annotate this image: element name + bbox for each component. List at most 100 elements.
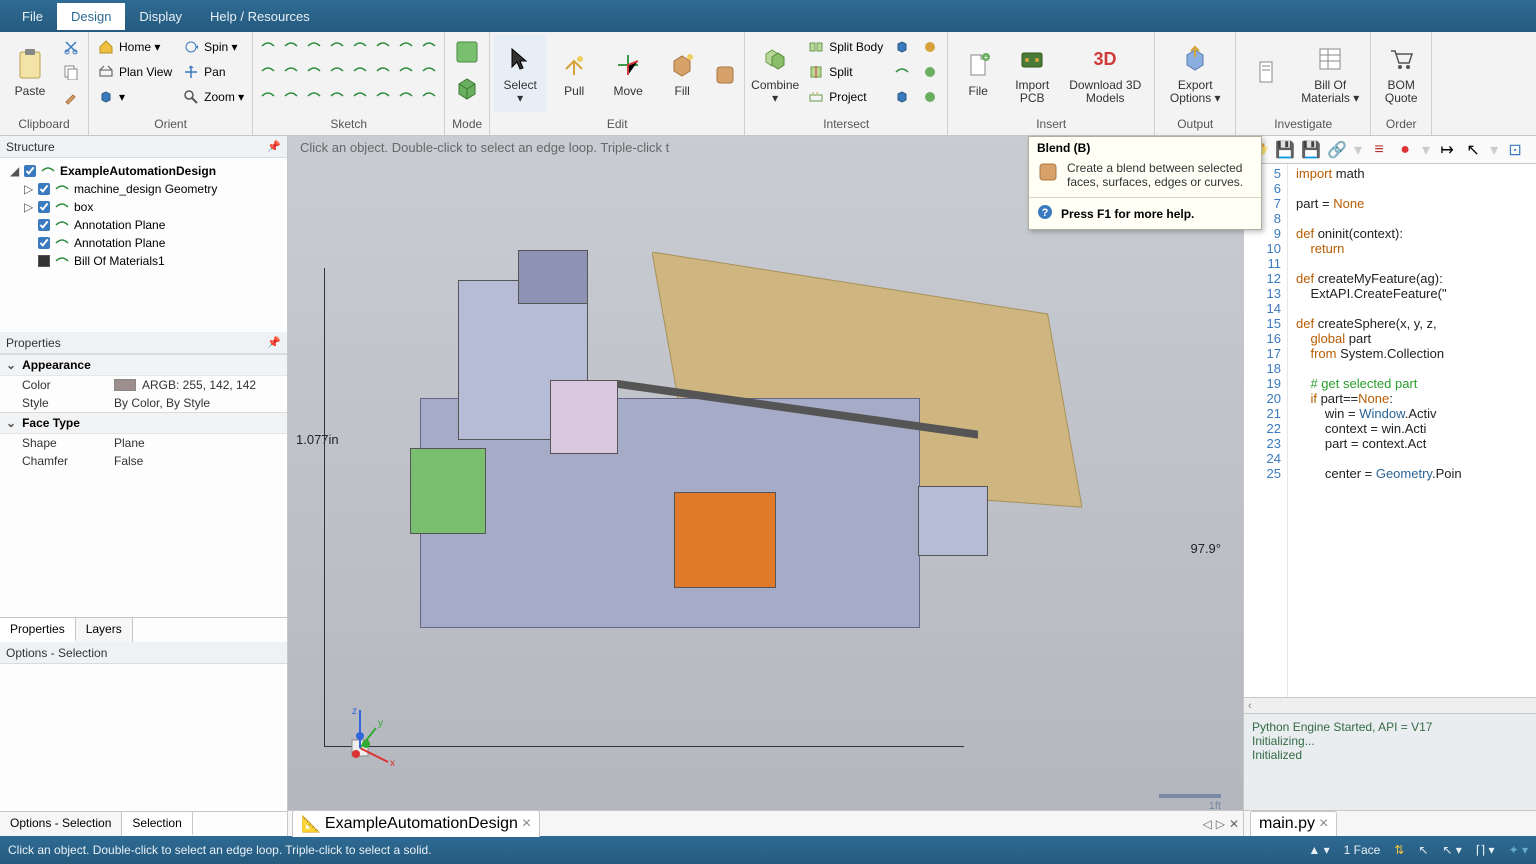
cut-icon[interactable] <box>58 34 84 59</box>
mode-cube-icon[interactable] <box>449 70 485 106</box>
sketch-tool-3[interactable] <box>326 34 348 58</box>
pull-button[interactable]: Pull <box>548 34 600 112</box>
import-pcb-button[interactable]: ImportPCB <box>1006 34 1058 112</box>
document-tab[interactable]: 📐 ExampleAutomationDesign × <box>292 810 540 837</box>
sketch-tool-20[interactable] <box>349 84 371 108</box>
cursor2-icon[interactable]: ↖ ▾ <box>1442 843 1461 857</box>
save-icon[interactable]: 💾 <box>1276 141 1294 159</box>
bottom-left-tab-1[interactable]: Selection <box>122 812 192 836</box>
link-icon[interactable]: 🔗 <box>1328 141 1346 159</box>
bottom-left-tab-0[interactable]: Options - Selection <box>0 812 122 836</box>
intersect-mini-0[interactable] <box>889 34 915 59</box>
sketch-tool-12[interactable] <box>349 59 371 83</box>
sketch-tool-21[interactable] <box>372 84 394 108</box>
menu-design[interactable]: Design <box>57 3 125 30</box>
triangle-up-icon[interactable]: ▲ ▾ <box>1308 843 1329 857</box>
cursor-tool-icon[interactable]: ↖ <box>1464 141 1482 159</box>
3d-viewport[interactable]: Click an object. Double-click to select … <box>288 136 1244 836</box>
prop-row[interactable]: ShapePlane <box>0 434 287 452</box>
sketch-tool-23[interactable] <box>418 84 440 108</box>
sketch-tool-5[interactable] <box>372 34 394 58</box>
tree-item[interactable]: Annotation Plane <box>6 234 281 252</box>
sketch-tool-17[interactable] <box>280 84 302 108</box>
copy-icon[interactable] <box>58 59 84 84</box>
prop-row[interactable]: ColorARGB: 255, 142, 142 <box>0 376 287 394</box>
save-all-icon[interactable]: 💾 <box>1302 141 1320 159</box>
tree-item[interactable]: ▷machine_design Geometry <box>6 180 281 198</box>
tree-item[interactable]: Annotation Plane <box>6 216 281 234</box>
inspect-icon[interactable]: ⊡ <box>1506 141 1524 159</box>
plan-icon[interactable]: Plan View <box>93 59 176 84</box>
prop-row[interactable]: ChamferFalse <box>0 452 287 470</box>
script-tab[interactable]: main.py × <box>1250 811 1337 836</box>
fill-button[interactable]: Fill <box>656 34 708 112</box>
bill-of-materials--button[interactable]: Bill OfMaterials ▾ <box>1294 34 1366 112</box>
script-close-icon[interactable]: × <box>1319 815 1328 833</box>
sketch-tool-16[interactable] <box>257 84 279 108</box>
tree-checkbox[interactable] <box>24 165 36 177</box>
tree-checkbox[interactable] <box>38 219 50 231</box>
sketch-tool-11[interactable] <box>326 59 348 83</box>
tab-nav-prev-icon[interactable]: ◁ <box>1202 817 1211 831</box>
menu-help-resources[interactable]: Help / Resources <box>196 3 324 30</box>
pan-icon[interactable]: Pan <box>178 59 248 84</box>
tree-checkbox[interactable] <box>38 183 50 195</box>
code-hscroll[interactable]: ‹ <box>1244 698 1536 714</box>
step-icon[interactable]: ↦ <box>1438 141 1456 159</box>
prop-section-face-type[interactable]: ⌄Face Type <box>0 412 287 434</box>
spin-icon[interactable]: Spin ▾ <box>178 34 248 59</box>
measure-icon-button[interactable] <box>1240 34 1292 112</box>
close-icon[interactable]: × <box>522 815 531 833</box>
intersect-mini-2[interactable] <box>889 84 915 109</box>
code-body[interactable]: import math part = None def oninit(conte… <box>1288 164 1536 697</box>
move-button[interactable]: Move <box>602 34 654 112</box>
sketch-tool-9[interactable] <box>280 59 302 83</box>
mode-green-icon[interactable] <box>449 34 485 70</box>
prop-tab-properties[interactable]: Properties <box>0 618 76 642</box>
sketch-tool-15[interactable] <box>418 59 440 83</box>
tree-item[interactable]: ◢ExampleAutomationDesign <box>6 162 281 180</box>
sketch-tool-13[interactable] <box>372 59 394 83</box>
menu-file[interactable]: File <box>8 3 57 30</box>
bom-quote-button[interactable]: BOMQuote <box>1375 34 1427 112</box>
intersect-mini-1[interactable] <box>889 59 915 84</box>
tab-nav-close-icon[interactable]: ✕ <box>1229 817 1239 831</box>
intersect-mini2-0[interactable] <box>917 34 943 59</box>
export-options--button[interactable]: ExportOptions ▾ <box>1159 34 1231 112</box>
paste-button[interactable]: Paste <box>4 34 56 112</box>
tree-checkbox[interactable] <box>38 201 50 213</box>
code-editor[interactable]: 5678910111213141516171819202122232425 im… <box>1244 164 1536 698</box>
brush-icon[interactable] <box>58 84 84 109</box>
zoom-icon[interactable]: Zoom ▾ <box>178 84 248 109</box>
sketch-tool-4[interactable] <box>349 34 371 58</box>
file-button[interactable]: +File <box>952 34 1004 112</box>
sketch-tool-19[interactable] <box>326 84 348 108</box>
intersect-mini2-2[interactable] <box>917 84 943 109</box>
sketch-tool-1[interactable] <box>280 34 302 58</box>
bracket-icon[interactable]: ⌈⌉ ▾ <box>1476 843 1495 857</box>
menu-display[interactable]: Display <box>125 3 196 30</box>
intersect-mini2-1[interactable] <box>917 59 943 84</box>
splitbody-icon[interactable]: Split Body <box>803 34 887 59</box>
split-icon[interactable]: Split <box>803 59 887 84</box>
select-button[interactable]: Select▾ <box>494 34 546 112</box>
download-d-models-button[interactable]: 3DDownload 3DModels <box>1060 34 1150 112</box>
properties-pin-icon[interactable]: 📌 <box>267 336 281 349</box>
sketch-tool-0[interactable] <box>257 34 279 58</box>
record-icon[interactable]: ● <box>1396 141 1414 159</box>
delete-line-icon[interactable]: ≡ <box>1370 141 1388 159</box>
home-icon[interactable]: Home ▾ <box>93 34 176 59</box>
combine-button[interactable]: Combine▾ <box>749 34 801 112</box>
structure-pin-icon[interactable]: 📌 <box>267 140 281 153</box>
sketch-tool-2[interactable] <box>303 34 325 58</box>
tree-checkbox[interactable] <box>38 237 50 249</box>
prop-row[interactable]: StyleBy Color, By Style <box>0 394 287 412</box>
sketch-tool-14[interactable] <box>395 59 417 83</box>
sketch-tool-6[interactable] <box>395 34 417 58</box>
project-icon[interactable]: Project <box>803 84 887 109</box>
sketch-tool-7[interactable] <box>418 34 440 58</box>
blend-button[interactable] <box>710 62 740 87</box>
sketch-tool-10[interactable] <box>303 59 325 83</box>
tree-item[interactable]: ▷box <box>6 198 281 216</box>
sketch-tool-22[interactable] <box>395 84 417 108</box>
